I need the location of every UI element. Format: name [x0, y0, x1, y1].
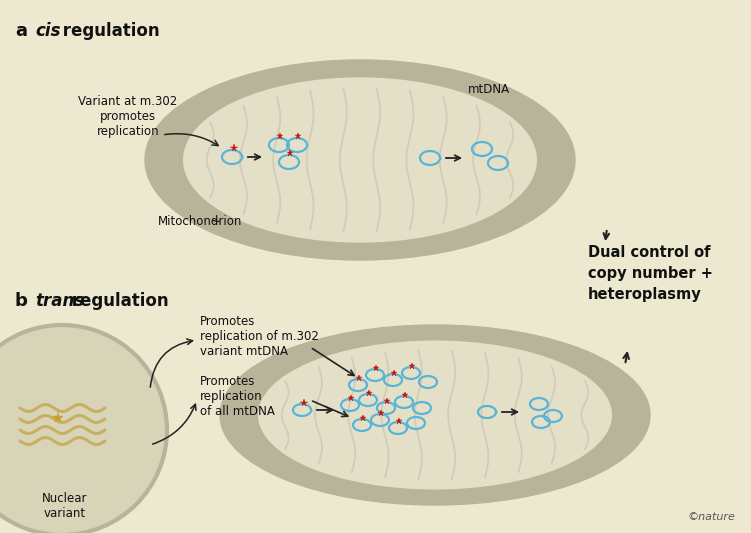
Text: Promotes
replication
of all mtDNA: Promotes replication of all mtDNA: [200, 375, 275, 418]
Text: Nuclear
variant: Nuclear variant: [42, 492, 88, 520]
Text: Variant at m.302
promotes
replication: Variant at m.302 promotes replication: [78, 95, 178, 138]
Text: Dual control of
copy number +
heteroplasmy: Dual control of copy number + heteroplas…: [588, 245, 713, 302]
Ellipse shape: [220, 325, 650, 505]
Ellipse shape: [258, 341, 611, 489]
Text: Promotes
replication of m.302
variant mtDNA: Promotes replication of m.302 variant mt…: [200, 315, 319, 358]
Text: cis: cis: [35, 22, 61, 40]
Text: ©nature: ©nature: [687, 512, 735, 522]
Text: Mitochondrion: Mitochondrion: [158, 215, 243, 228]
Ellipse shape: [0, 325, 167, 533]
Ellipse shape: [184, 78, 536, 242]
Text: regulation: regulation: [57, 22, 160, 40]
Text: a: a: [15, 22, 27, 40]
Text: trans: trans: [35, 292, 84, 310]
Ellipse shape: [145, 60, 575, 260]
Text: regulation: regulation: [66, 292, 169, 310]
Text: mtDNA: mtDNA: [468, 83, 510, 96]
Text: b: b: [15, 292, 28, 310]
